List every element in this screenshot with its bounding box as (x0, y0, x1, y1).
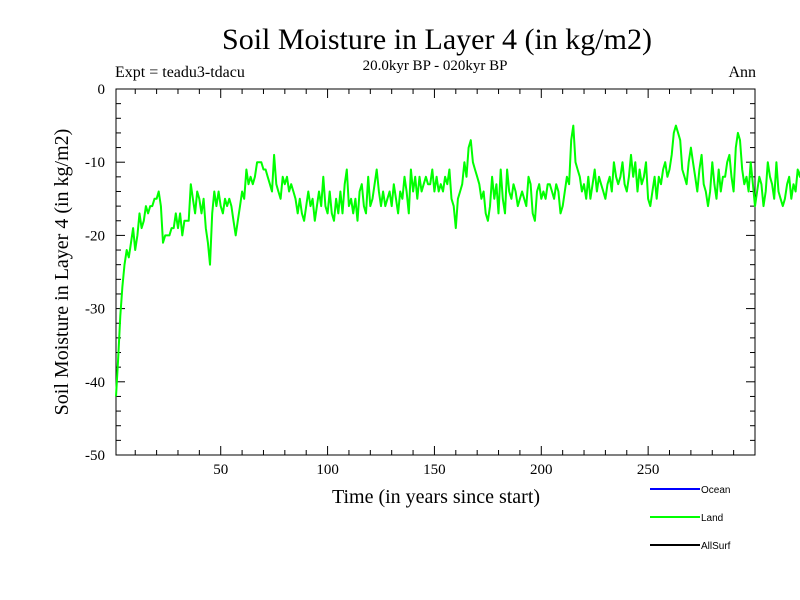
series-line-land (115, 124, 800, 397)
x-tick-label: 200 (530, 462, 553, 478)
y-tick-label: -10 (85, 155, 105, 171)
x-tick-label: 50 (213, 462, 228, 478)
axes (115, 88, 756, 456)
x-tick-label: 100 (316, 462, 339, 478)
experiment-label: Expt = teadu3-tdacu (115, 64, 245, 81)
x-tick-label: 150 (423, 462, 446, 478)
legend-label: AllSurf (701, 541, 731, 552)
axis-tick-labels: 50 100 150 200 250 0 -10 -20 -30 -40 -50 (85, 82, 659, 478)
y-tick-label: -50 (85, 448, 105, 464)
legend: Ocean Land AllSurf (650, 485, 731, 552)
series-group (115, 124, 800, 397)
chart-title: Soil Moisture in Layer 4 (in kg/m2) (222, 23, 652, 56)
axis-ticks (116, 89, 755, 455)
legend-label: Land (701, 513, 723, 524)
y-tick-label: 0 (98, 82, 106, 98)
y-tick-label: -30 (85, 302, 105, 318)
legend-item-land: Land (650, 513, 723, 524)
chart-subtitle: 20.0kyr BP - 020kyr BP (363, 58, 508, 74)
period-label: Ann (728, 64, 756, 81)
y-tick-label: -40 (85, 375, 105, 391)
legend-label: Ocean (701, 485, 730, 496)
legend-item-ocean: Ocean (650, 485, 730, 496)
x-axis-label: Time (in years since start) (332, 486, 540, 508)
y-tick-label: -20 (85, 228, 105, 244)
y-axis-label: Soil Moisture in Layer 4 (in kg/m2) (51, 129, 73, 416)
plot-frame (115, 88, 756, 456)
legend-item-allsurf: AllSurf (650, 541, 731, 552)
x-tick-label: 250 (637, 462, 660, 478)
